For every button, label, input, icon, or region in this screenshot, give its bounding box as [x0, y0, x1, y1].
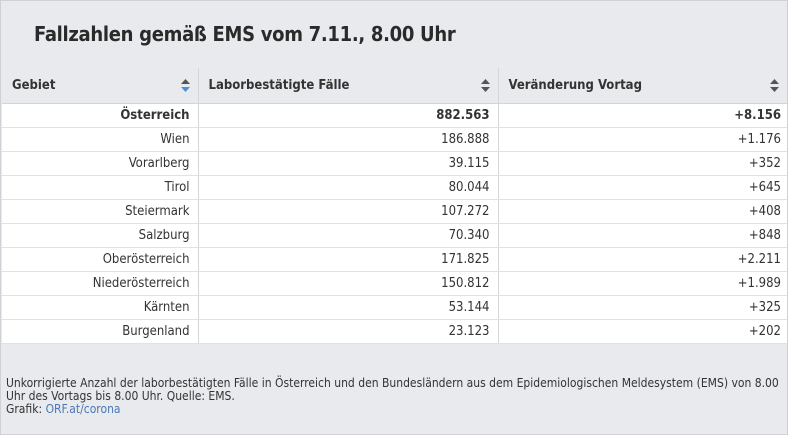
table-row: Steiermark 107.272 +408: [2, 199, 787, 224]
cell-gebiet: Kärnten: [2, 295, 199, 320]
cell-veraenderung: +2.211: [498, 247, 787, 272]
sort-icon[interactable]: [770, 79, 779, 92]
cell-faelle: 70.340: [198, 223, 499, 248]
cell-gebiet: Steiermark: [2, 199, 199, 224]
cell-gebiet: Salzburg: [2, 223, 199, 248]
cell-faelle: 39.115: [198, 151, 499, 176]
cell-faelle: 23.123: [198, 319, 499, 344]
table-row: Wien 186.888 +1.176: [2, 127, 787, 152]
column-header-label: Gebiet: [12, 78, 56, 93]
cell-veraenderung: +202: [498, 319, 787, 344]
cell-gebiet: Österreich: [2, 103, 199, 128]
table-row: Tirol 80.044 +645: [2, 175, 787, 200]
source-link[interactable]: ORF.at/corona: [45, 402, 121, 416]
source-label: Grafik:: [6, 402, 43, 416]
sort-active-icon[interactable]: [180, 79, 190, 92]
cell-veraenderung: +645: [498, 175, 787, 200]
table-row: Oberösterreich 171.825 +2.211: [2, 247, 787, 272]
cell-gebiet: Burgenland: [2, 319, 199, 344]
column-header-label: Laborbestätigte Fälle: [208, 78, 350, 93]
cell-veraenderung: +8.156: [498, 103, 787, 128]
column-header-label: Veränderung Vortag: [508, 78, 642, 93]
page-title: Fallzahlen gemäß EMS vom 7.11., 8.00 Uhr: [34, 22, 456, 46]
column-header-faelle[interactable]: Laborbestätigte Fälle: [198, 68, 499, 104]
footer-source: Grafik: ORF.at/corona: [6, 403, 781, 416]
table-row: Vorarlberg 39.115 +352: [2, 151, 787, 176]
cell-gebiet: Tirol: [2, 175, 199, 200]
cell-veraenderung: +325: [498, 295, 787, 320]
cell-veraenderung: +352: [498, 151, 787, 176]
table-row: Kärnten 53.144 +325: [2, 295, 787, 320]
cell-gebiet: Niederösterreich: [2, 271, 199, 296]
cell-faelle: 186.888: [198, 127, 499, 152]
cell-faelle: 80.044: [198, 175, 499, 200]
footer: Unkorrigierte Anzahl der laborbestätigte…: [6, 377, 781, 416]
cell-veraenderung: +1.176: [498, 127, 787, 152]
cell-veraenderung: +408: [498, 199, 787, 224]
data-table: Gebiet Laborbestätigte Fälle Veränderung…: [2, 68, 787, 344]
sort-icon[interactable]: [480, 79, 490, 92]
cell-faelle: 171.825: [198, 247, 499, 272]
cell-faelle: 150.812: [198, 271, 499, 296]
cell-gebiet: Wien: [2, 127, 199, 152]
cell-veraenderung: +848: [498, 223, 787, 248]
cell-gebiet: Oberösterreich: [2, 247, 199, 272]
cell-faelle: 107.272: [198, 199, 499, 224]
cell-gebiet: Vorarlberg: [2, 151, 199, 176]
table-row: Salzburg 70.340 +848: [2, 223, 787, 248]
cell-faelle: 53.144: [198, 295, 499, 320]
cell-veraenderung: +1.989: [498, 271, 787, 296]
footer-note: Unkorrigierte Anzahl der laborbestätigte…: [6, 376, 779, 403]
table-row-total: Österreich 882.563 +8.156: [2, 103, 787, 128]
table-row: Burgenland 23.123 +202: [2, 319, 787, 344]
column-header-gebiet[interactable]: Gebiet: [2, 68, 199, 104]
cell-faelle: 882.563: [198, 103, 499, 128]
column-header-veraenderung[interactable]: Veränderung Vortag: [498, 68, 787, 104]
table-header-row: Gebiet Laborbestätigte Fälle Veränderung…: [2, 68, 787, 104]
table-row: Niederösterreich 150.812 +1.989: [2, 271, 787, 296]
